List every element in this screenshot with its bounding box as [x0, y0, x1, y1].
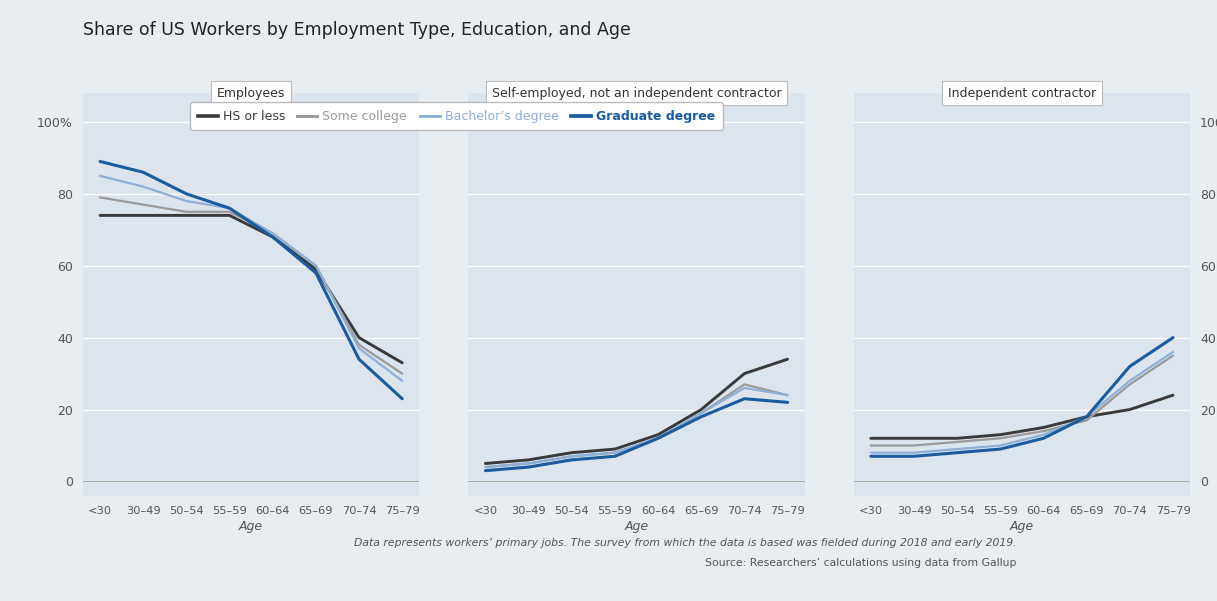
Text: Employees: Employees [217, 87, 285, 100]
Legend: HS or less, Some college, Bachelor’s degree, Graduate degree: HS or less, Some college, Bachelor’s deg… [190, 102, 723, 130]
Text: Data represents workers’ primary jobs. The survey from which the data is based w: Data represents workers’ primary jobs. T… [354, 538, 1016, 548]
X-axis label: Age: Age [624, 520, 649, 532]
X-axis label: Age: Age [239, 520, 263, 532]
Text: Self-employed, not an independent contractor: Self-employed, not an independent contra… [492, 87, 781, 100]
Text: Source: Researchers’ calculations using data from Gallup: Source: Researchers’ calculations using … [705, 558, 1016, 568]
Text: Share of US Workers by Employment Type, Education, and Age: Share of US Workers by Employment Type, … [83, 21, 630, 39]
Text: Independent contractor: Independent contractor [948, 87, 1097, 100]
X-axis label: Age: Age [1010, 520, 1034, 532]
